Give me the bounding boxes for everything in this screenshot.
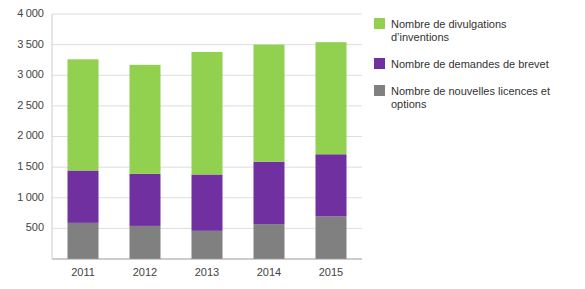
legend-label: Nombre de nouvelles licences etoptions	[391, 85, 550, 110]
bar	[316, 154, 347, 216]
y-axis-line	[52, 14, 53, 259]
y-tick-label: 2 000	[17, 129, 44, 141]
bars	[68, 42, 347, 259]
y-tick-label: 4 000	[17, 7, 44, 19]
y-tick-label: 3 000	[17, 68, 44, 80]
chart: 500 1 000 1 500 2 000 2 500 3 000 3 500 4 000 20…	[0, 0, 585, 289]
bar	[254, 224, 285, 259]
bar	[130, 226, 161, 259]
legend-swatch	[374, 85, 385, 96]
y-tick-label: 1 500	[17, 160, 44, 172]
bar	[130, 65, 161, 174]
legend-swatch	[374, 18, 385, 29]
bar	[130, 174, 161, 226]
series	[68, 42, 347, 174]
x-axis-line	[52, 259, 362, 260]
legend-label-line: options	[391, 98, 427, 110]
legend-label: Nombre de demandes de brevet	[391, 58, 549, 70]
bar	[192, 174, 223, 230]
legend-swatch	[374, 58, 385, 69]
y-tick-label: 2 500	[17, 99, 44, 111]
bar	[68, 170, 99, 222]
bar	[68, 59, 99, 170]
bar	[68, 223, 99, 259]
x-tick-label: 2011	[71, 266, 95, 278]
bar	[316, 42, 347, 154]
y-tick-label: 3 500	[17, 38, 44, 50]
x-tick-label: 2015	[319, 266, 343, 278]
legend-label: Nombre de divulgationsd’inventions	[391, 18, 507, 43]
y-tick-label: 500	[26, 221, 44, 233]
x-tick-label: 2013	[195, 266, 219, 278]
bar	[192, 52, 223, 175]
legend-label-line: d’inventions	[391, 31, 450, 43]
bar	[254, 162, 285, 224]
y-tick-label: 1 000	[17, 191, 44, 203]
bar	[192, 231, 223, 259]
grid-line	[52, 14, 362, 15]
bar	[254, 45, 285, 162]
legend-label-line: Nombre de demandes de brevet	[391, 58, 549, 70]
legend-label-line: Nombre de divulgations	[391, 18, 507, 30]
x-tick-label: 2014	[257, 266, 281, 278]
legend-label-line: Nombre de nouvelles licences et	[391, 85, 550, 97]
legend: Nombre de divulgationsd’inventionsNombre…	[374, 18, 550, 110]
bar	[316, 216, 347, 259]
x-tick-label: 2012	[133, 266, 157, 278]
